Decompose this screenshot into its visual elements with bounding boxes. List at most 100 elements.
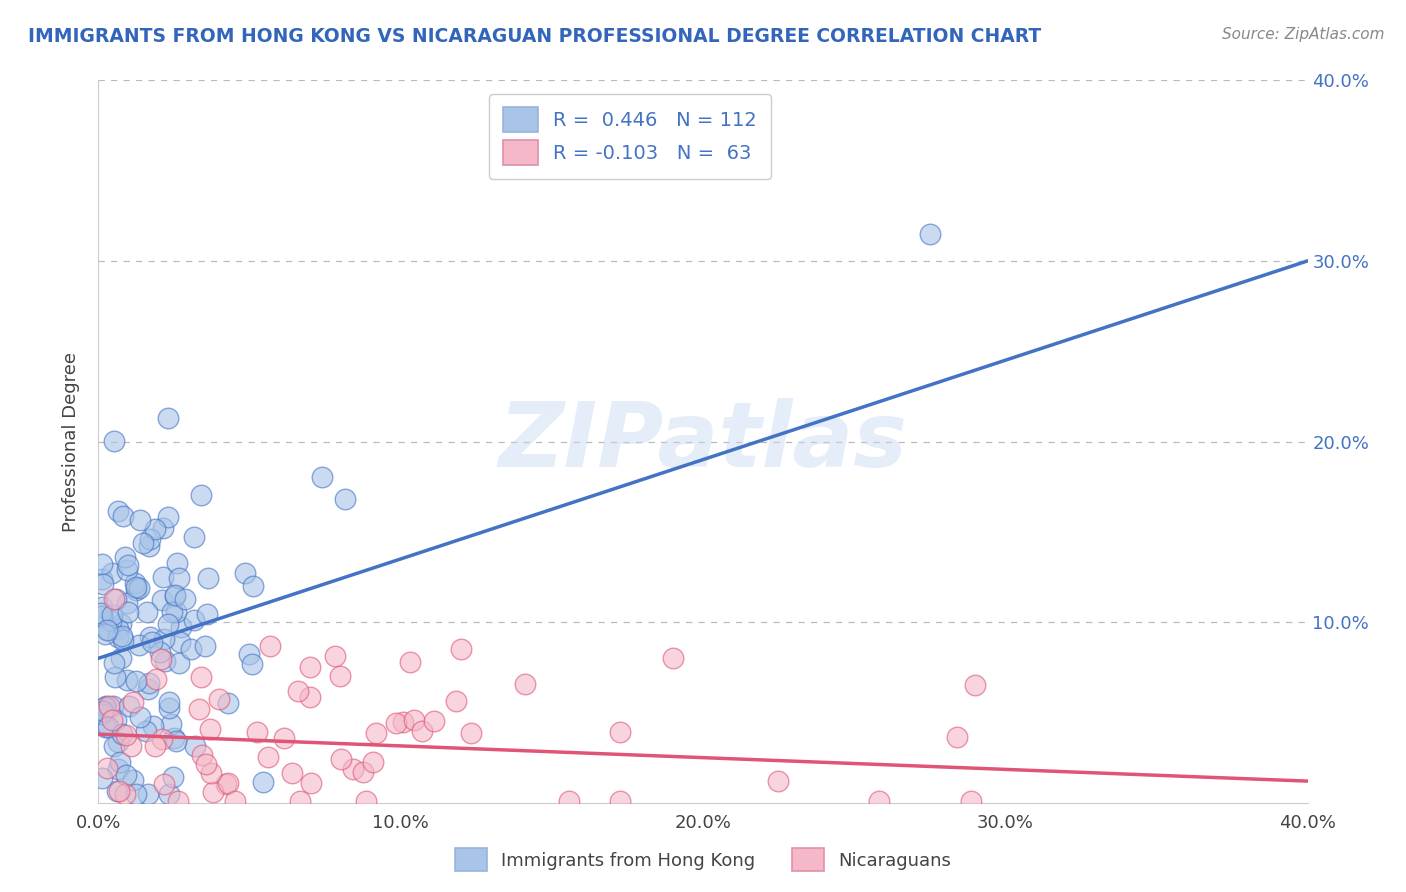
Point: [142, 719, 165, 733]
Point: [143, 522, 166, 536]
Point: [90, 707, 112, 722]
Point: [183, 739, 205, 753]
Point: [100, 607, 122, 622]
Point: [107, 630, 129, 644]
Point: [157, 510, 180, 524]
Point: [128, 638, 150, 652]
Point: [100, 614, 122, 628]
Point: [110, 617, 132, 632]
Point: [103, 434, 125, 448]
Point: [121, 773, 143, 788]
Point: [107, 763, 129, 777]
Point: [143, 739, 166, 753]
Point: [90, 606, 112, 620]
Point: [105, 713, 128, 727]
Point: [197, 571, 219, 585]
Point: [153, 632, 176, 646]
Point: [273, 731, 295, 745]
Point: [96, 761, 118, 775]
Point: [169, 634, 191, 648]
Point: [132, 536, 155, 550]
Point: [112, 632, 135, 647]
Point: [187, 702, 209, 716]
Point: [165, 734, 187, 748]
Point: [207, 692, 229, 706]
Point: [94, 699, 117, 714]
Point: [107, 622, 129, 636]
Point: [111, 727, 134, 741]
Point: [167, 656, 190, 670]
Legend: R =  0.446   N = 112, R = -0.103   N =  63: R = 0.446 N = 112, R = -0.103 N = 63: [489, 94, 770, 178]
Point: [115, 728, 138, 742]
Point: [115, 596, 138, 610]
Point: [128, 709, 150, 723]
Point: [384, 716, 406, 731]
Point: [215, 776, 238, 790]
Point: [104, 670, 127, 684]
Point: [139, 631, 162, 645]
Point: [965, 678, 987, 692]
Point: [110, 650, 132, 665]
Point: [153, 777, 176, 791]
Point: [115, 768, 138, 782]
Point: [98, 624, 121, 638]
Point: [460, 725, 482, 739]
Point: [217, 776, 239, 790]
Point: [94, 626, 117, 640]
Point: [194, 639, 217, 653]
Point: [124, 580, 146, 594]
Point: [242, 657, 264, 672]
Point: [90, 572, 112, 586]
Point: [128, 582, 150, 596]
Point: [90, 771, 112, 785]
Text: IMMIGRANTS FROM HONG KONG VS NICARAGUAN PROFESSIONAL DEGREE CORRELATION CHART: IMMIGRANTS FROM HONG KONG VS NICARAGUAN …: [28, 27, 1042, 45]
Point: [135, 723, 157, 738]
Text: Source: ZipAtlas.com: Source: ZipAtlas.com: [1222, 27, 1385, 42]
Point: [91, 577, 114, 591]
Point: [136, 681, 159, 696]
Point: [287, 684, 309, 698]
Point: [152, 570, 174, 584]
Point: [136, 605, 159, 619]
Point: [190, 488, 212, 502]
Point: [399, 656, 422, 670]
Point: [960, 794, 983, 808]
Point: [157, 617, 180, 632]
Point: [150, 593, 173, 607]
Point: [101, 713, 124, 727]
Point: [166, 557, 188, 571]
Point: [259, 639, 281, 653]
Point: [333, 491, 356, 506]
Point: [104, 592, 127, 607]
Point: [145, 673, 167, 687]
Point: [114, 787, 136, 801]
Point: [114, 549, 136, 564]
Point: [198, 723, 221, 737]
Point: [946, 731, 969, 745]
Point: [298, 690, 321, 704]
Point: [157, 787, 180, 801]
Point: [766, 773, 789, 788]
Point: [91, 609, 114, 624]
Point: [141, 634, 163, 648]
Point: [96, 698, 118, 713]
Point: [224, 794, 246, 808]
Point: [160, 717, 183, 731]
Point: [218, 697, 240, 711]
Point: [153, 654, 176, 668]
Point: [111, 629, 134, 643]
Point: [200, 766, 222, 780]
Point: [609, 794, 631, 808]
Point: [201, 785, 224, 799]
Point: [94, 720, 117, 734]
Point: [163, 731, 186, 745]
Point: [160, 605, 183, 619]
Point: [868, 794, 890, 808]
Point: [329, 752, 352, 766]
Point: [138, 676, 160, 690]
Point: [342, 762, 364, 776]
Point: [233, 566, 256, 580]
Point: [423, 714, 446, 728]
Point: [115, 563, 138, 577]
Point: [101, 698, 124, 713]
